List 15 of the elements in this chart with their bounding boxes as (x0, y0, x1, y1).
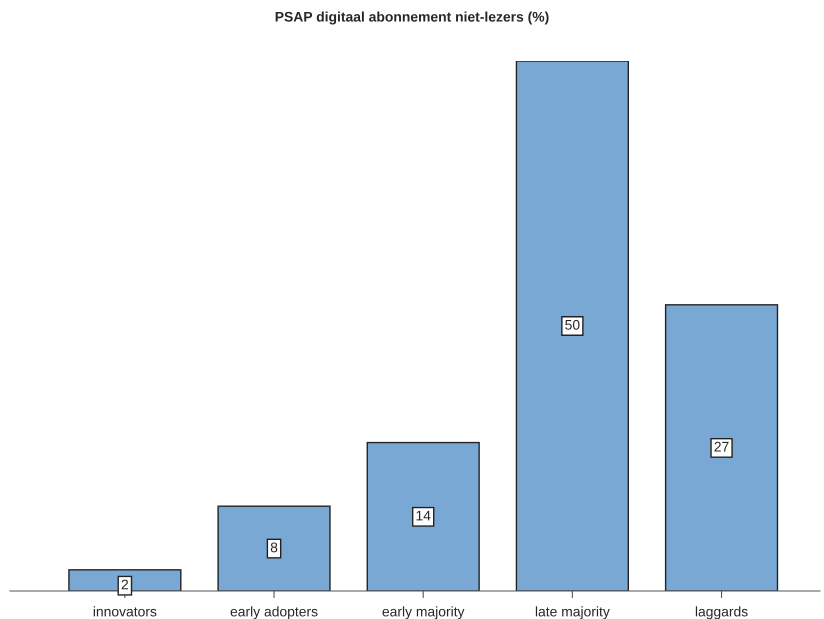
x-tick-label: early adopters (230, 606, 318, 619)
bar (366, 442, 480, 591)
data-label: 8 (270, 542, 278, 552)
data-label: 50 (565, 320, 580, 330)
data-label: 27 (714, 442, 729, 452)
x-tick-label: late majority (536, 606, 610, 619)
x-tick-label: early majority (382, 606, 464, 619)
data-label: 14 (416, 510, 431, 520)
bar (516, 61, 630, 591)
x-tick-label: laggards (696, 606, 748, 619)
bar (217, 506, 331, 591)
data-label: 2 (122, 580, 128, 590)
x-tick-label: innovators (94, 606, 156, 616)
bar (664, 304, 778, 591)
chart-title: PSAP digitaal abonnement niet-lezers (%) (276, 11, 549, 25)
